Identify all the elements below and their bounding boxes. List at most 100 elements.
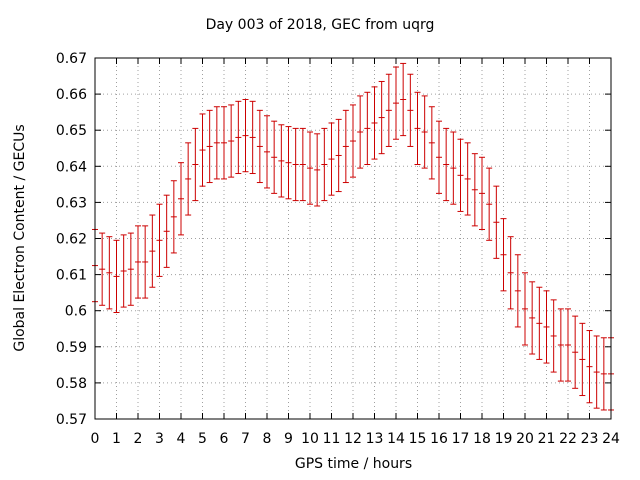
x-tick-label: 10 (301, 431, 319, 447)
error-bar-point (99, 232, 106, 306)
error-bar-point (572, 315, 579, 389)
error-bar-point (314, 133, 321, 207)
error-bar-point (464, 142, 471, 216)
tick-labels: 0 1 2 3 4 5 6 7 8 9 10 11 12 13 14 15 16 17 18 19 20 21 22 23 24… (56, 51, 620, 447)
error-bar-point (371, 86, 378, 160)
error-bar-point (565, 308, 571, 382)
error-bar-point (120, 234, 127, 308)
error-bar-point (206, 109, 213, 184)
x-axis-label: GPS time / hours (294, 456, 413, 472)
x-tick-label: 15 (409, 431, 427, 447)
y-tick-label: 0.6 (65, 304, 87, 320)
x-tick-label: 11 (323, 431, 341, 447)
error-bar-point (385, 73, 392, 147)
error-bar-point (199, 113, 206, 187)
x-tick-label: 13 (366, 431, 384, 447)
error-bar-point (486, 167, 493, 241)
error-bar-point (149, 214, 156, 288)
error-bar-point (457, 138, 464, 212)
x-tick-label: 16 (430, 431, 448, 447)
x-tick-label: 22 (559, 431, 577, 447)
error-bar-point (113, 239, 120, 314)
x-tick-label: 5 (198, 431, 207, 447)
y-tick-label: 0.64 (56, 159, 87, 175)
error-bar-point (364, 91, 371, 165)
x-tick-label: 4 (177, 431, 186, 447)
error-bar-point (600, 337, 607, 411)
y-tick-label: 0.59 (56, 340, 87, 356)
error-bar-point (500, 218, 507, 292)
x-tick-label: 20 (516, 431, 534, 447)
x-tick-label: 24 (602, 431, 620, 447)
y-tick-label: 0.58 (56, 376, 87, 392)
x-tick-label: 8 (263, 431, 272, 447)
error-bar-point (135, 225, 141, 299)
error-bar-point (479, 156, 485, 230)
x-tick-label: 2 (134, 431, 143, 447)
x-tick-label: 17 (452, 431, 470, 447)
error-bar-point (450, 131, 457, 205)
error-bar-point (106, 236, 113, 310)
error-bar-point (221, 106, 227, 180)
error-bar-point (185, 142, 192, 216)
error-bar-point (213, 106, 220, 180)
error-bar-point (256, 109, 263, 184)
error-bar-point (543, 290, 550, 364)
error-bar-point (235, 100, 242, 175)
y-tick-label: 0.66 (56, 87, 87, 103)
y-tick-label: 0.62 (56, 232, 87, 248)
error-bar-point (436, 120, 442, 194)
y-tick-label: 0.67 (56, 51, 87, 67)
error-bar-point (557, 308, 564, 382)
error-bar-point (307, 131, 313, 205)
error-bar-point (335, 118, 342, 193)
error-bar-point (400, 62, 407, 137)
y-tick-label: 0.61 (56, 268, 87, 284)
x-tick-label: 0 (91, 431, 100, 447)
x-tick-label: 7 (241, 431, 250, 447)
x-tick-label: 19 (495, 431, 513, 447)
error-bar-point (393, 66, 399, 140)
x-tick-label: 1 (112, 431, 121, 447)
error-bar-point (342, 109, 349, 184)
error-bar-point (285, 126, 292, 200)
error-bar-point (299, 127, 306, 202)
error-bar-point (593, 335, 600, 409)
error-bar-point (579, 322, 586, 397)
error-bar-point (414, 91, 421, 165)
error-bar-point (586, 330, 593, 404)
error-bar-point (443, 127, 450, 202)
error-bar-point (127, 232, 134, 306)
error-bar-point (178, 162, 184, 236)
error-bar-point (170, 180, 177, 254)
error-bar-point (493, 185, 500, 259)
error-bar-point (321, 127, 328, 202)
x-tick-label: 21 (538, 431, 556, 447)
error-bar-point (421, 95, 428, 169)
error-bar-point (156, 203, 163, 277)
x-tick-label: 14 (387, 431, 405, 447)
y-tick-label: 0.63 (56, 195, 87, 211)
y-tick-label: 0.65 (56, 123, 87, 139)
data-series (92, 62, 614, 411)
error-bar-point (163, 194, 170, 268)
error-bar-point (550, 299, 557, 373)
error-bar-point (522, 272, 528, 346)
error-bar-point (249, 100, 256, 175)
x-tick-label: 3 (155, 431, 164, 447)
error-bar-point (228, 104, 235, 178)
error-bar-point (192, 127, 199, 202)
y-tick-label: 0.57 (56, 412, 87, 428)
error-bar-point (357, 95, 364, 169)
x-tick-label: 12 (344, 431, 362, 447)
x-tick-label: 18 (473, 431, 491, 447)
error-bar-point (328, 122, 335, 196)
error-bar-point (242, 99, 249, 173)
error-bar-point (264, 115, 270, 189)
error-bar-point (471, 153, 478, 227)
error-bar-point (428, 106, 435, 180)
error-bar-point (292, 127, 299, 202)
error-bar-point (142, 225, 149, 299)
error-bar-point (536, 286, 543, 360)
